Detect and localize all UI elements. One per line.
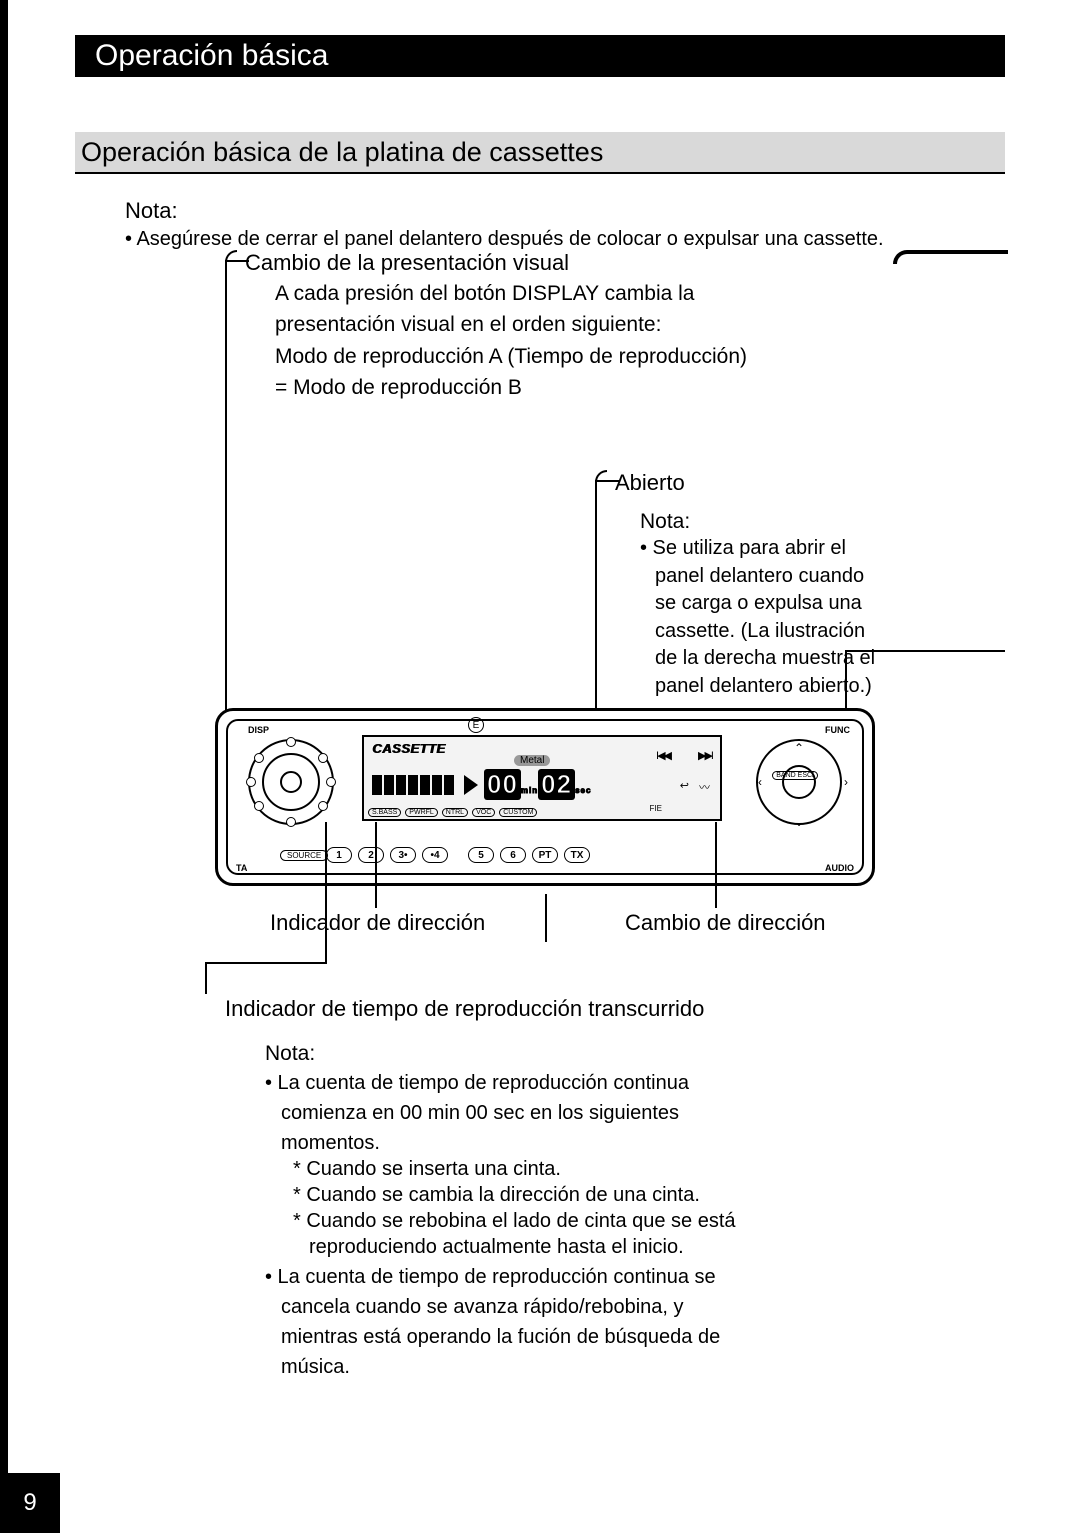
callout-dir-ind-line [375, 822, 377, 908]
num-5: 5 [468, 847, 494, 863]
eq-pwrfl: PWRFL [405, 808, 438, 817]
knob-up-icon: ⌃ [794, 741, 804, 755]
eq-voc: VOC [472, 808, 495, 817]
device-ta-label: TA [236, 863, 247, 873]
eq-custom: CUSTOM [499, 808, 537, 817]
note-1: Nota: • Asegúrese de cerrar el panel del… [125, 198, 1005, 251]
callout-display-l3: Modo de reproducción A (Tiempo de reprod… [275, 343, 885, 370]
screen-sec: 02 [538, 769, 575, 800]
callout-elapsed: Indicador de tiempo de reproducción tran… [225, 996, 736, 1380]
bracket-offpage-top [893, 250, 1008, 264]
knob-left-icon: ‹ [758, 775, 762, 789]
callout-open-heading: Abierto [615, 470, 945, 496]
callout-display: Cambio de la presentación visual A cada … [245, 250, 885, 401]
callout-display-l4: = Modo de reproducción B [275, 374, 885, 401]
knob-down-icon: ⌄ [794, 815, 804, 829]
page-number: 9 [0, 1473, 60, 1533]
num-6: 6 [500, 847, 526, 863]
eq-ntrl: NTRL [442, 808, 468, 817]
screen-direction-arrow-icon [464, 775, 478, 795]
callout-open-l2: panel delantero cuando [655, 564, 945, 590]
num-3: 3• [390, 847, 416, 863]
callout-divider [545, 894, 547, 942]
callout-display-heading: Cambio de la presentación visual [245, 250, 885, 276]
callout-elapsed-s2: * Cuando se cambia la dirección de una c… [293, 1182, 736, 1208]
device-source-button: SOURCE [280, 850, 328, 861]
callout-display-l2: presentación visual en el orden siguient… [275, 311, 885, 338]
screen-cassette-label: CASSETTE [372, 741, 445, 756]
callout-display-l1: A cada presión del botón DISPLAY cambia … [275, 280, 885, 307]
callout-open-l1: • Se utiliza para abrir el [640, 536, 945, 562]
callout-open-vline [595, 480, 597, 710]
device-func-label: FUNC [825, 725, 850, 735]
screen-skip-next-icon: ▶▶I [698, 749, 712, 762]
num-1: 1 [326, 847, 352, 863]
screen-min: 00 [484, 769, 521, 800]
device-audio-label: AUDIO [825, 863, 854, 873]
bracket-open-offpage [845, 650, 1005, 664]
bracket-open-vline [845, 650, 847, 712]
note-1-text: • Asegúrese de cerrar el panel delantero… [125, 228, 1005, 251]
device-left-knob-dots [248, 739, 334, 825]
callout-elapsed-s1: * Cuando se inserta una cinta. [293, 1156, 736, 1182]
knob-right-icon: › [844, 775, 848, 789]
num-tx: TX [564, 847, 590, 863]
screen-loop-icon: ↩ [680, 779, 689, 795]
screen-sec-label: sec [575, 786, 591, 795]
callout-dir-chg: Cambio de dirección [625, 910, 826, 936]
callout-elapsed-s3a: * Cuando se rebobina el lado de cinta qu… [293, 1208, 736, 1234]
page-left-bar [0, 0, 8, 1533]
device-disp-label: DISP [248, 725, 269, 735]
callout-open-l6: panel delantero abierto.) [655, 674, 945, 700]
screen-wave-icon: 〰 [699, 779, 710, 795]
screen-skip-prev-icon: I◀◀ [656, 749, 670, 762]
num-2: 2 [358, 847, 384, 863]
device-band-button: BAND ESC/ [772, 771, 818, 780]
header-title: Operación básica [95, 39, 328, 73]
callout-elapsed-vline1 [325, 822, 327, 962]
callout-elapsed-p1a: • La cuenta de tiempo de reproducción co… [265, 1070, 736, 1096]
device-eject-button: E [468, 717, 484, 733]
device-number-buttons: 1 2 3• •4 5 6 PT TX [326, 847, 590, 863]
screen-eq-buttons: S.BASS PWRFL NTRL VOC CUSTOM [368, 808, 716, 817]
callout-elapsed-p2a: • La cuenta de tiempo de reproducción co… [265, 1264, 736, 1290]
callout-open-l4: cassette. (La ilustración [655, 619, 945, 645]
num-pt: PT [532, 847, 558, 863]
note-1-label: Nota: [125, 198, 1005, 224]
callout-elapsed-p1b: comienza en 00 min 00 sec en los siguien… [281, 1100, 736, 1126]
callout-dir-chg-line [715, 822, 717, 908]
eq-sbass: S.BASS [368, 808, 401, 817]
subheader-bar: Operación básica de la platina de casset… [75, 132, 1005, 174]
callout-elapsed-vline2 [205, 962, 207, 994]
device-screen: CASSETTE Metal 00min02sec I◀◀ ▶▶I ↩ 〰 FI… [362, 735, 722, 821]
callout-elapsed-p2d: música. [281, 1354, 736, 1380]
callout-elapsed-hline [205, 962, 327, 964]
callout-dir-ind: Indicador de dirección [270, 910, 485, 936]
screen-metal-label: Metal [514, 755, 550, 766]
screen-time: 00min02sec [484, 769, 591, 800]
callout-elapsed-p2b: cancela cuando se avanza rápido/rebobina… [281, 1294, 736, 1320]
callout-elapsed-heading: Indicador de tiempo de reproducción tran… [225, 996, 736, 1022]
callout-open-nota: Nota: [640, 510, 945, 534]
car-stereo-illustration: DISP FUNC TA AUDIO SOURCE E BAND ESC/ ⌃ … [215, 708, 875, 886]
header-bar: Operación básica [75, 35, 1005, 77]
callout-elapsed-nota: Nota: [265, 1042, 736, 1066]
callout-open: Abierto Nota: • Se utiliza para abrir el… [615, 470, 945, 700]
page-number-value: 9 [23, 1489, 36, 1517]
subheader-title: Operación básica de la platina de casset… [81, 137, 603, 168]
callout-display-vline [225, 260, 227, 715]
num-4: •4 [422, 847, 448, 863]
screen-min-label: min [521, 786, 538, 795]
screen-bottom-icons: ↩ 〰 [680, 779, 710, 795]
callout-elapsed-s3b: reproduciendo actualmente hasta el inici… [309, 1234, 736, 1260]
callout-elapsed-p1c: momentos. [281, 1130, 736, 1156]
callout-open-l3: se carga o expulsa una [655, 591, 945, 617]
screen-level-blocks [372, 775, 454, 795]
callout-elapsed-p2c: mientras está operando la fución de búsq… [281, 1324, 736, 1350]
